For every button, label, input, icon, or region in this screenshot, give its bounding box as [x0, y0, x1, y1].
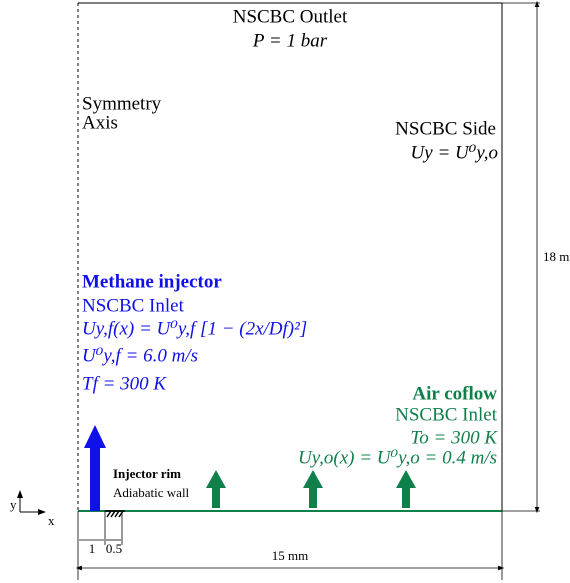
- side-title: NSCBC Side: [395, 118, 496, 139]
- outlet-condition: P = 1 bar: [252, 30, 328, 51]
- rim-title: Injector rim: [113, 466, 181, 481]
- outlet-title: NSCBC Outlet: [233, 6, 348, 27]
- injector-dimension: 1: [89, 541, 96, 556]
- symmetry-label: Symmetry: [82, 93, 162, 114]
- coflow-title: Air coflow: [412, 383, 497, 404]
- methane-velocity: U⁰y,f = 6.0 m/s: [82, 345, 198, 366]
- dimension-lines: [75, 0, 540, 580]
- rim-subtitle: Adiabatic wall: [113, 485, 190, 500]
- width-dimension: 15 mm: [272, 548, 308, 563]
- axes-indicator: [17, 490, 46, 515]
- methane-profile: Uy,f(x) = U⁰y,f [1 − (2x/Df)²]: [82, 318, 307, 339]
- axis-label: x: [48, 513, 55, 528]
- axis-label: y: [10, 497, 17, 512]
- methane-title: Methane injector: [82, 271, 222, 292]
- coflow-velocity: Uy,o(x) = U⁰y,o = 0.4 m/s: [298, 447, 497, 468]
- methane-arrow: [84, 425, 106, 511]
- methane-inlet: NSCBC Inlet: [82, 295, 185, 316]
- coflow-temperature: To = 300 K: [410, 427, 498, 448]
- rim-dimension: 0.5: [106, 541, 122, 556]
- coflow-arrows: [206, 470, 416, 508]
- symmetry-label: Axis: [82, 112, 118, 133]
- methane-temperature: Tf = 300 K: [82, 373, 167, 394]
- height-dimension: 18 mm: [543, 249, 570, 264]
- side-condition: Uy = U⁰y,o: [411, 142, 498, 163]
- coflow-inlet: NSCBC Inlet: [395, 404, 498, 425]
